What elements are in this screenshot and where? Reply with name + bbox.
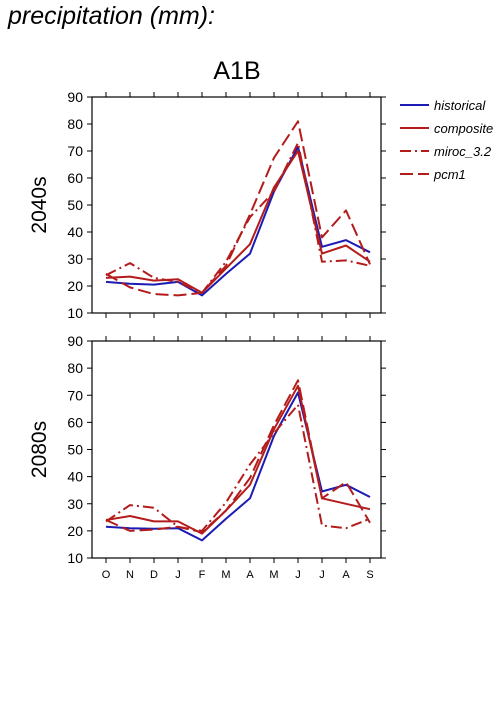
y-tick-label: 60 (67, 414, 83, 430)
y-tick-label: 40 (67, 224, 83, 240)
legend-label: composite (434, 121, 493, 136)
y-tick-label: 30 (67, 251, 83, 267)
panels: 10 20 30 40 50 60 70 80 90 2040s 10 20 30 40 50 60 70 80 9… (28, 89, 386, 581)
chart-title: A1B (213, 57, 260, 85)
y-tick-label: 10 (67, 305, 83, 321)
x-tick-label: A (246, 569, 254, 581)
y-tick-label: 80 (67, 116, 83, 132)
panel-2080s: 10 20 30 40 50 60 70 80 90 2080s (28, 333, 386, 566)
y-tick-label: 60 (67, 170, 83, 186)
y-tick-label: 80 (67, 360, 83, 376)
x-tick-label: O (102, 569, 111, 581)
series-line-historical (105, 391, 371, 542)
y-tick-label: 30 (67, 496, 83, 512)
y-tick-label: 70 (67, 387, 83, 403)
y-tick-label: 90 (67, 89, 83, 105)
x-tick-label: J (295, 569, 301, 581)
legend: historical composite miroc_3.2 pcm1 (400, 98, 493, 182)
y-tick-label: 70 (67, 143, 83, 159)
x-tick-label: S (366, 569, 373, 581)
y-tick-label: 40 (67, 469, 83, 485)
panel-ylabel: 2080s (28, 421, 51, 478)
y-tick-label: 10 (67, 550, 83, 566)
x-tick-label: M (269, 569, 278, 581)
x-tick-label: J (175, 569, 181, 581)
plot-frame (91, 340, 382, 559)
x-tick-label: D (150, 569, 158, 581)
panel-2040s: 10 20 30 40 50 60 70 80 90 2040s (28, 89, 386, 321)
series-line-miroc_3.2 (105, 141, 371, 294)
y-tick-label: 90 (67, 333, 83, 349)
legend-label: historical (434, 98, 486, 113)
x-tick-label: A (342, 569, 350, 581)
series-line-historical (105, 145, 371, 297)
y-tick-label: 50 (67, 197, 83, 213)
series-line-miroc_3.2 (105, 403, 371, 532)
series-line-composite (105, 150, 371, 294)
plot-frame (91, 96, 382, 314)
legend-label: miroc_3.2 (434, 144, 492, 159)
legend-label: pcm1 (433, 167, 466, 182)
series-line-pcm1 (105, 379, 371, 534)
series-line-pcm1 (105, 120, 371, 297)
x-tick-label: N (126, 569, 134, 581)
y-tick-label: 20 (67, 278, 83, 294)
y-tick-label: 20 (67, 523, 83, 539)
x-tick-label: J (319, 569, 325, 581)
x-tick-label: F (199, 569, 206, 581)
y-tick-label: 50 (67, 442, 83, 458)
panel-ylabel: 2040s (28, 176, 51, 233)
page-title: precipitation (mm): (8, 2, 215, 30)
x-tick-label: M (221, 569, 230, 581)
series-line-composite (105, 384, 371, 535)
